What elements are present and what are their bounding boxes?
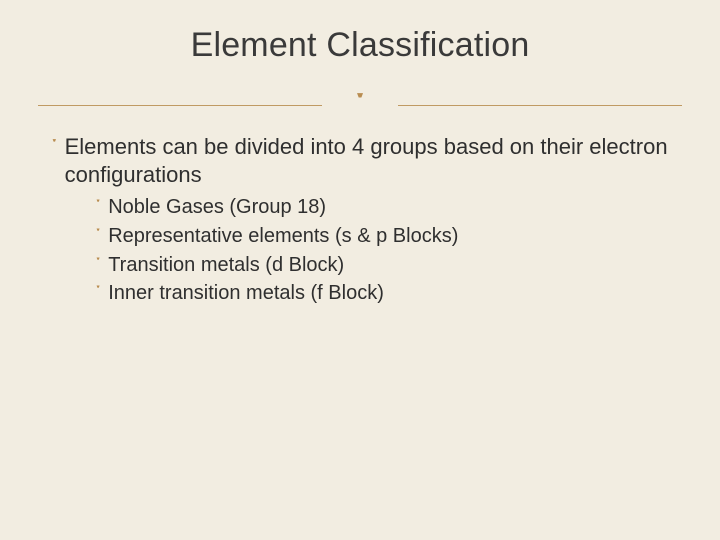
flourish-bullet-icon: ་: [96, 253, 100, 278]
slide-title: Element Classification: [0, 0, 720, 65]
flourish-bullet-icon: ་: [96, 195, 100, 220]
list-item: ་ Inner transition metals (f Block): [96, 281, 668, 307]
list-item: ་ Transition metals (d Block): [96, 253, 668, 279]
title-divider: ་: [0, 87, 720, 123]
divider-line-right: [398, 105, 682, 106]
divider-line-left: [38, 105, 322, 106]
flourish-bullet-icon: ་: [96, 224, 100, 249]
slide: Element Classification ་ ་ Elements can …: [0, 0, 720, 540]
content-area: ་ Elements can be divided into 4 groups …: [0, 123, 720, 307]
list-item: ་ Representative elements (s & p Blocks): [96, 224, 668, 250]
list-item-text: Inner transition metals (f Block): [108, 281, 384, 307]
sub-list: ་ Noble Gases (Group 18) ་ Representativ…: [52, 193, 668, 306]
list-item-text: Noble Gases (Group 18): [108, 195, 326, 221]
list-item-text: Transition metals (d Block): [108, 253, 344, 279]
divider-ornament-icon: ་: [345, 90, 375, 120]
flourish-bullet-icon: ་: [52, 133, 57, 161]
flourish-bullet-icon: ་: [96, 281, 100, 306]
list-item: ་ Noble Gases (Group 18): [96, 195, 668, 221]
list-item: ་ Elements can be divided into 4 groups …: [52, 133, 668, 189]
list-item-text: Representative elements (s & p Blocks): [108, 224, 458, 250]
list-item-text: Elements can be divided into 4 groups ba…: [65, 133, 668, 189]
